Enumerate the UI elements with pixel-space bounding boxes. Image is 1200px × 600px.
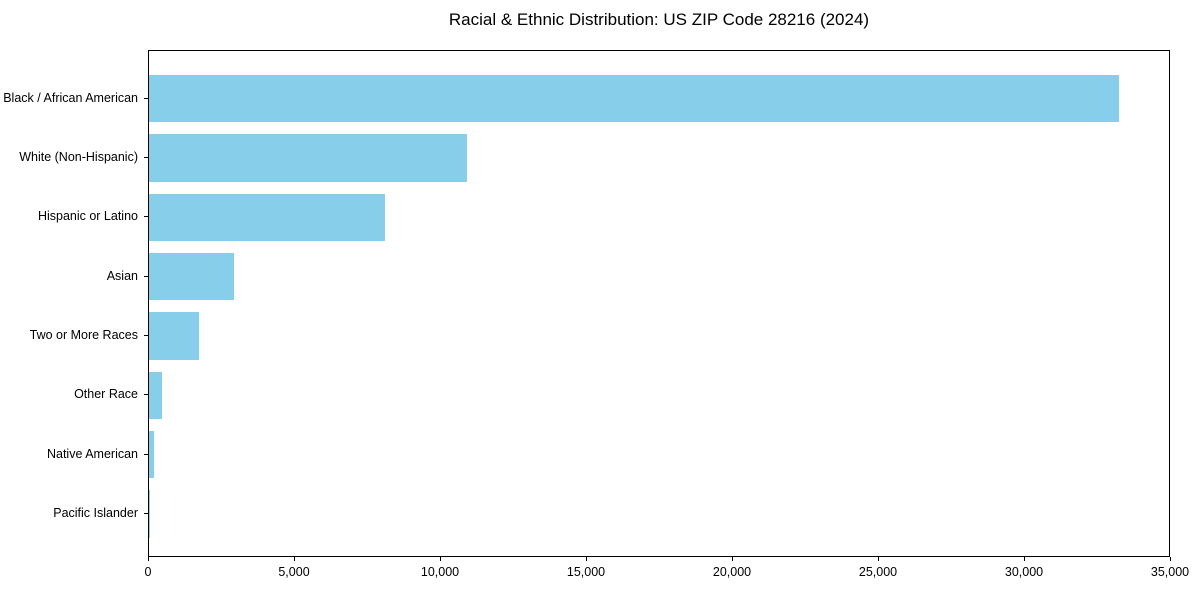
x-tick-mark (147, 557, 149, 561)
x-tick-mark (731, 557, 733, 561)
y-tick-mark (144, 453, 148, 455)
x-tick-label: 30,000 (1004, 565, 1044, 579)
x-tick-mark (585, 557, 587, 561)
bar-native-american (149, 430, 155, 479)
bar-other-race (149, 371, 162, 420)
y-tick-mark (144, 394, 148, 396)
x-tick-label: 25,000 (858, 565, 898, 579)
y-tick-label-black-african-american: Black / African American (3, 90, 138, 105)
x-tick-mark (293, 557, 295, 561)
y-tick-label-hispanic-or-latino: Hispanic or Latino (37, 209, 138, 224)
plot-area (148, 50, 1170, 557)
bar-white-non-hispanic (149, 134, 467, 182)
y-tick-mark (144, 157, 148, 159)
y-tick-mark (144, 97, 148, 99)
x-tick-mark (439, 557, 441, 561)
y-tick-mark (144, 513, 148, 514)
x-tick-label: 20,000 (712, 565, 752, 579)
chart-title: Racial & Ethnic Distribution: US ZIP Cod… (448, 10, 870, 29)
y-tick-mark (144, 216, 148, 218)
x-tick-label: 10,000 (420, 565, 460, 579)
x-tick-label: 0 (144, 565, 152, 579)
y-tick-label-other-race: Other Race (74, 387, 138, 402)
y-tick-mark (144, 335, 148, 337)
y-tick-mark (144, 275, 148, 277)
bar-hispanic-or-latino (149, 193, 386, 242)
bar-pacific-islander (149, 490, 150, 538)
y-tick-label-white-non-hispanic: White (Non-Hispanic) (19, 150, 138, 165)
x-tick-mark (877, 557, 879, 561)
y-tick-label-pacific-islander: Pacific Islander (53, 506, 138, 520)
y-tick-label-two-or-more-races: Two or More Races (29, 328, 138, 343)
x-tick-mark (1023, 557, 1025, 561)
bar-black-african-american (149, 74, 1120, 123)
y-tick-label-asian: Asian (106, 268, 138, 283)
x-tick-label: 35,000 (1150, 565, 1190, 579)
x-tick-label: 15,000 (566, 565, 606, 579)
x-tick-mark (1169, 557, 1171, 561)
y-tick-label-native-american: Native American (46, 446, 138, 461)
bar-two-or-more-races (149, 312, 199, 360)
bar-asian (149, 252, 234, 301)
x-tick-label: 5,000 (278, 565, 310, 579)
